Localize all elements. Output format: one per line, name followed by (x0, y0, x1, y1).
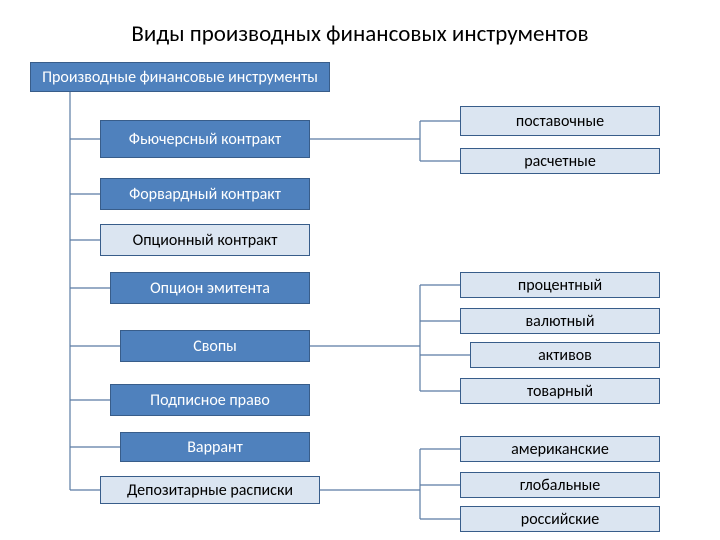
node-deposit: Депозитарные расписки (100, 476, 320, 504)
node-futures: Фьючерсный контракт (100, 120, 310, 158)
node-russian: российские (460, 506, 660, 532)
node-amer: американские (460, 436, 660, 462)
page-title: Виды производных финансовых инструментов (0, 20, 720, 48)
node-settle: расчетные (460, 148, 660, 174)
node-assets: активов (470, 342, 660, 368)
node-subscr: Подписное право (110, 384, 310, 416)
node-forward: Форвардный контракт (100, 178, 310, 210)
node-emitter: Опцион эмитента (110, 272, 310, 304)
node-root: Производные финансовые инструменты (30, 62, 330, 92)
node-swaps: Свопы (120, 330, 310, 362)
node-global: глобальные (460, 472, 660, 498)
node-percent: процентный (460, 272, 660, 298)
node-warrant: Варрант (120, 432, 310, 462)
node-goods: товарный (460, 378, 660, 404)
node-option: Опционный контракт (100, 224, 310, 256)
node-currency: валютный (460, 308, 660, 334)
node-deliver: поставочные (460, 106, 660, 136)
